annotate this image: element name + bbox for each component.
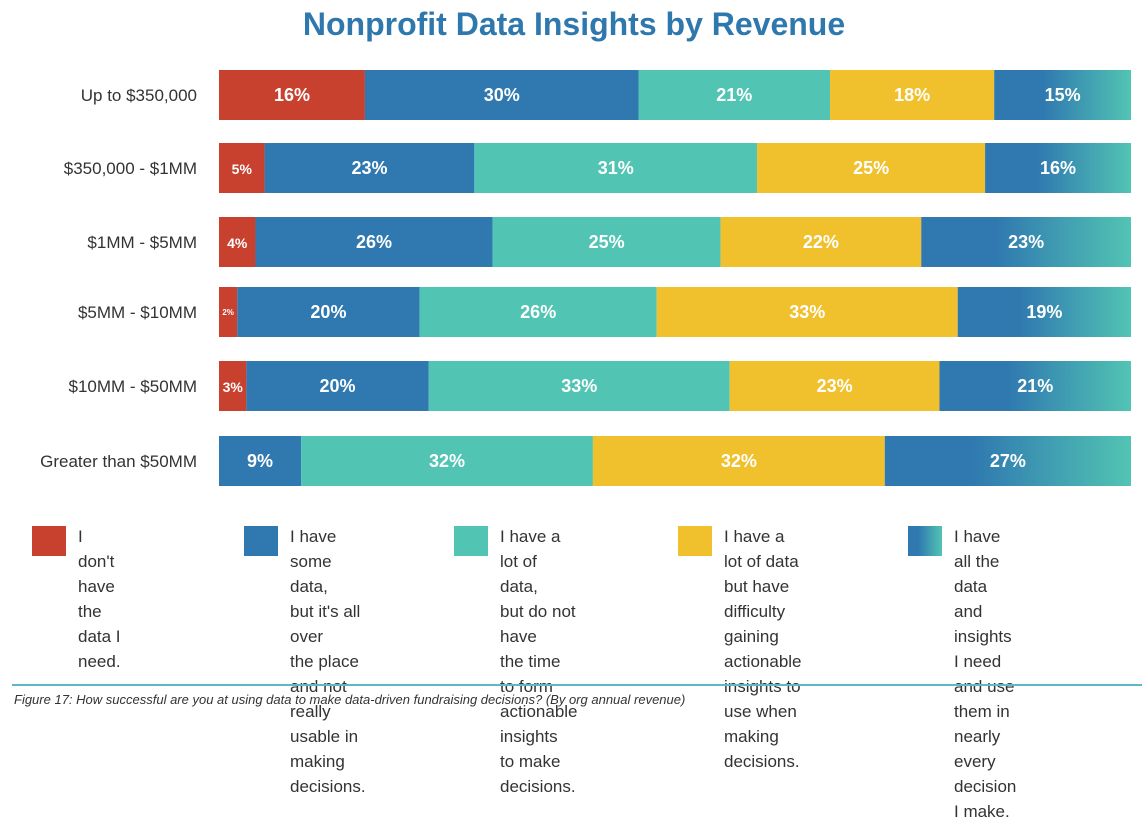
bar-segment xyxy=(428,361,730,411)
legend-label-line: making decisions. xyxy=(290,752,366,796)
bar-segment xyxy=(301,436,593,486)
data-label: 23% xyxy=(1008,232,1044,252)
data-label: 32% xyxy=(721,451,757,471)
bar-segment xyxy=(364,70,639,120)
bar-segment xyxy=(219,70,365,120)
data-label: 33% xyxy=(561,376,597,396)
legend-label-line: I have a lot of data, xyxy=(500,527,561,596)
legend-label-line: data I need. xyxy=(78,627,121,671)
data-label: 2% xyxy=(222,308,234,317)
category-label: $1MM - $5MM xyxy=(87,233,197,252)
bar-segment xyxy=(729,361,940,411)
legend-label-line: and use them in xyxy=(954,677,1015,721)
data-label: 32% xyxy=(429,451,465,471)
bar-segment xyxy=(757,143,986,193)
legend: I don't have the data I need. I have some … xyxy=(0,524,1148,821)
stacked-bar-chart: Up to $350,000 16% 30% 21% 18% 15% $350,000 - … xyxy=(40,70,1131,486)
category-label: $5MM - $10MM xyxy=(78,303,197,322)
legend-label-line: nearly every xyxy=(954,727,1001,771)
legend-label: I don't have the data I need. xyxy=(78,524,121,674)
data-label: 23% xyxy=(351,158,387,178)
bar-segment xyxy=(994,70,1131,120)
category-label: $350,000 - $1MM xyxy=(64,159,197,178)
bar-segment xyxy=(264,143,475,193)
category-label: Greater than $50MM xyxy=(40,452,197,471)
bar-segment xyxy=(957,287,1131,337)
chart-title: Nonprofit Data Insights by Revenue xyxy=(302,6,846,42)
legend-label: I have a lot of data, but do not have the … xyxy=(500,524,578,799)
bar-segment xyxy=(884,436,1131,486)
data-label: 3% xyxy=(223,379,244,395)
legend-label-line: but it's all over xyxy=(290,602,361,646)
bar-segment xyxy=(656,287,958,337)
category-label: Up to $350,000 xyxy=(81,86,197,105)
bar-segment xyxy=(219,361,247,411)
legend-label: I have a lot of data but have difficulty g… xyxy=(724,524,802,774)
data-label: 18% xyxy=(894,85,930,105)
legend-label-line: I don't have the xyxy=(78,527,115,621)
legend-label-line: decision I make. xyxy=(954,777,1017,821)
bar-segment xyxy=(219,217,256,267)
legend-label-line: insights to use when xyxy=(724,677,801,721)
data-label: 25% xyxy=(589,232,625,252)
bar-segment xyxy=(720,217,922,267)
bar-segment xyxy=(638,70,831,120)
bar-segment xyxy=(255,217,493,267)
data-label: 31% xyxy=(598,158,634,178)
data-label: 4% xyxy=(227,235,248,251)
bar-segment xyxy=(219,287,238,337)
bar-segment xyxy=(246,361,429,411)
legend-label-line: I have a lot of data xyxy=(724,527,799,571)
data-label: 23% xyxy=(817,376,853,396)
bar-segment xyxy=(237,287,420,337)
data-label: 22% xyxy=(803,232,839,252)
data-label: 15% xyxy=(1045,85,1081,105)
data-label: 25% xyxy=(853,158,889,178)
data-label: 26% xyxy=(520,302,556,322)
legend-swatch xyxy=(908,526,942,556)
data-label: 30% xyxy=(484,85,520,105)
legend-label-line: to make decisions. xyxy=(500,752,576,796)
bar-segment xyxy=(921,217,1131,267)
data-label: 19% xyxy=(1026,302,1062,322)
legend-label-line: gaining actionable xyxy=(724,627,802,671)
data-label: 27% xyxy=(990,451,1026,471)
legend-swatch xyxy=(244,526,278,556)
data-label: 33% xyxy=(789,302,825,322)
bar-segment xyxy=(592,436,885,486)
category-label: $10MM - $50MM xyxy=(69,377,197,396)
data-label: 9% xyxy=(247,451,273,471)
legend-label: I have some data, but it's all over the pl… xyxy=(290,524,366,799)
legend-label-line: making decisions. xyxy=(724,727,800,771)
legend-swatch xyxy=(454,526,488,556)
legend-label-line: but do not have xyxy=(500,602,576,646)
bar-segment xyxy=(492,217,721,267)
legend-label: I have all the data and insights I need an… xyxy=(954,524,1016,824)
legend-swatch xyxy=(678,526,712,556)
bar-segment xyxy=(474,143,758,193)
bar-segment xyxy=(939,361,1131,411)
data-label: 21% xyxy=(1017,376,1053,396)
bar-segment xyxy=(219,436,302,486)
footer-divider xyxy=(12,684,1142,686)
legend-label-line: the place and not xyxy=(290,652,359,696)
bar-segment xyxy=(419,287,657,337)
figure-caption: Figure 17: How successful are you at usi… xyxy=(14,692,686,707)
legend-label-line: I have some data, xyxy=(290,527,337,596)
legend-label-line: the time to form xyxy=(500,652,561,696)
data-label: 16% xyxy=(274,85,310,105)
legend-label-line: I have all the data xyxy=(954,527,1001,596)
legend-swatch xyxy=(32,526,66,556)
legend-label-line: but have difficulty xyxy=(724,577,790,621)
legend-label-line: and insights I need xyxy=(954,602,1012,671)
data-label: 16% xyxy=(1040,158,1076,178)
data-label: 5% xyxy=(232,161,253,177)
bar-segment xyxy=(219,143,265,193)
bar-segment xyxy=(985,143,1131,193)
bar-segment xyxy=(830,70,995,120)
data-label: 21% xyxy=(716,85,752,105)
data-label: 20% xyxy=(320,376,356,396)
data-label: 20% xyxy=(310,302,346,322)
data-label: 26% xyxy=(356,232,392,252)
